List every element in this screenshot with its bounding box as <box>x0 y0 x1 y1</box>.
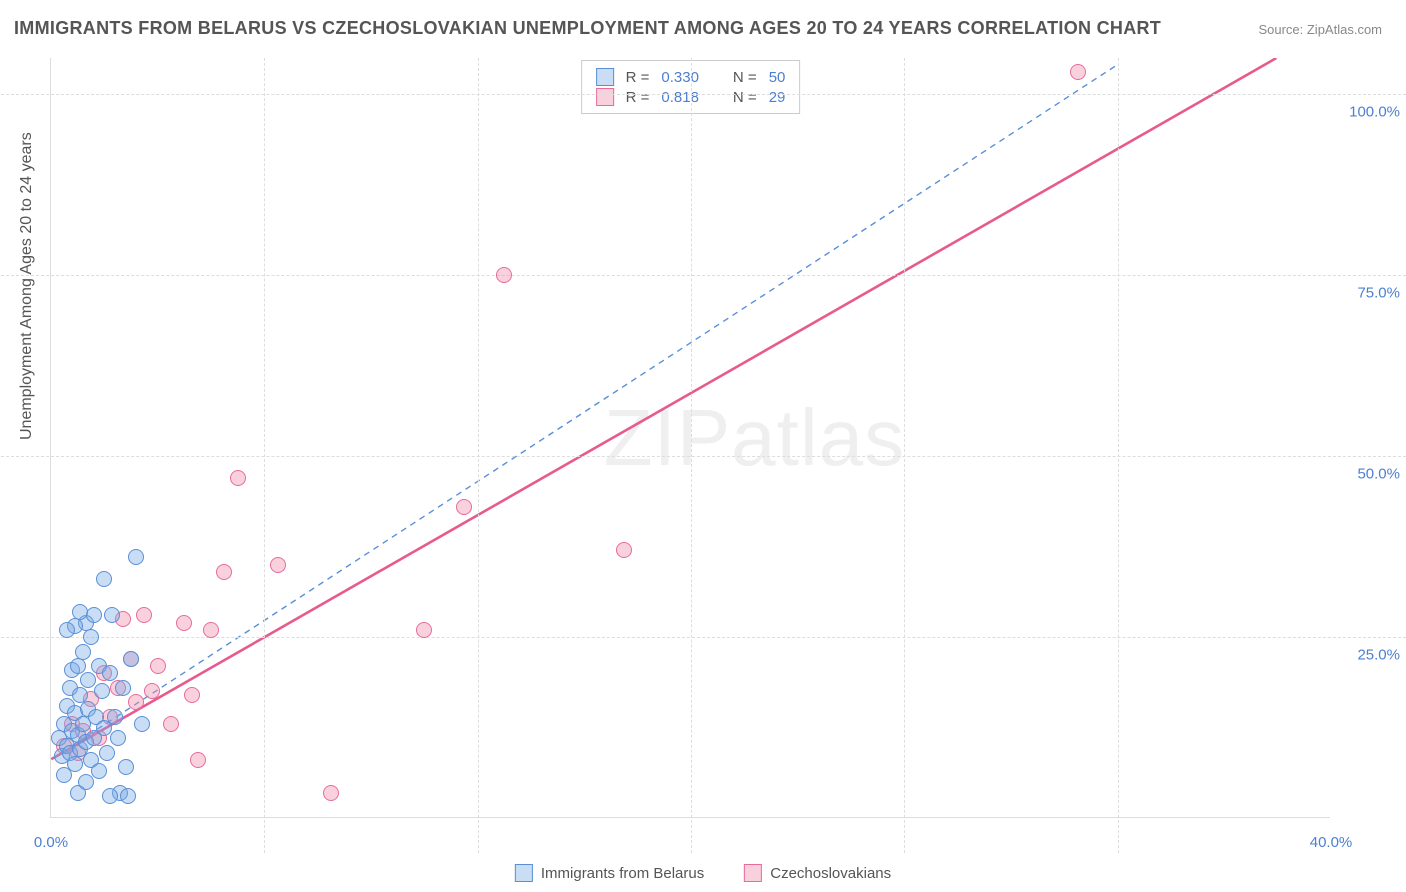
point-czech <box>270 557 286 573</box>
n-label: N = <box>733 89 757 106</box>
r-value-belarus: 0.330 <box>661 69 699 86</box>
swatch-czech <box>744 864 762 882</box>
n-value-czech: 29 <box>769 89 786 106</box>
point-belarus <box>123 651 139 667</box>
point-belarus <box>102 788 118 804</box>
point-belarus <box>110 730 126 746</box>
r-value-czech: 0.818 <box>661 89 699 106</box>
trend-line <box>51 65 1116 759</box>
point-czech <box>216 564 232 580</box>
point-czech <box>150 658 166 674</box>
point-belarus <box>102 665 118 681</box>
swatch-belarus <box>515 864 533 882</box>
legend-label: Immigrants from Belarus <box>541 865 704 882</box>
y-tick-label: 100.0% <box>1349 104 1400 121</box>
gridline-vertical <box>1118 58 1119 853</box>
y-tick-label: 50.0% <box>1357 466 1400 483</box>
point-belarus <box>118 759 134 775</box>
source-attribution: Source: ZipAtlas.com <box>1258 22 1382 37</box>
point-czech <box>496 267 512 283</box>
legend-item-belarus: Immigrants from Belarus <box>515 864 704 882</box>
gridline-vertical <box>478 58 479 853</box>
point-czech <box>616 542 632 558</box>
scatter-plot-area: ZIPatlas R = 0.330 N = 50 R = 0.818 N = … <box>50 58 1330 818</box>
gridline-vertical <box>264 58 265 853</box>
series-legend: Immigrants from Belarus Czechoslovakians <box>515 864 891 882</box>
point-belarus <box>96 571 112 587</box>
trend-line <box>51 58 1276 759</box>
x-tick-label: 40.0% <box>1310 834 1353 851</box>
r-label: R = <box>626 69 650 86</box>
swatch-belarus <box>596 68 614 86</box>
gridline-horizontal <box>1 94 1406 95</box>
chart-title: IMMIGRANTS FROM BELARUS VS CZECHOSLOVAKI… <box>14 18 1161 39</box>
point-belarus <box>72 604 88 620</box>
point-belarus <box>99 745 115 761</box>
gridline-vertical <box>904 58 905 853</box>
point-belarus <box>107 709 123 725</box>
point-czech <box>230 470 246 486</box>
point-czech <box>128 694 144 710</box>
swatch-czech <box>596 88 614 106</box>
gridline-vertical <box>691 58 692 853</box>
point-belarus <box>115 680 131 696</box>
point-czech <box>176 615 192 631</box>
point-belarus <box>70 658 86 674</box>
n-value-belarus: 50 <box>769 69 786 86</box>
point-belarus <box>83 629 99 645</box>
point-belarus <box>75 644 91 660</box>
point-czech <box>1070 64 1086 80</box>
point-czech <box>323 785 339 801</box>
legend-item-czech: Czechoslovakians <box>744 864 891 882</box>
point-czech <box>144 683 160 699</box>
y-tick-label: 25.0% <box>1357 647 1400 664</box>
point-czech <box>163 716 179 732</box>
point-belarus <box>67 756 83 772</box>
x-tick-label: 0.0% <box>34 834 68 851</box>
point-belarus <box>78 774 94 790</box>
gridline-horizontal <box>1 456 1406 457</box>
point-belarus <box>120 788 136 804</box>
watermark: ZIPatlas <box>604 392 905 484</box>
y-tick-label: 75.0% <box>1357 285 1400 302</box>
point-czech <box>203 622 219 638</box>
r-label: R = <box>626 89 650 106</box>
point-belarus <box>59 622 75 638</box>
y-axis-label: Unemployment Among Ages 20 to 24 years <box>18 132 36 440</box>
point-belarus <box>94 683 110 699</box>
legend-label: Czechoslovakians <box>770 865 891 882</box>
point-belarus <box>104 607 120 623</box>
gridline-horizontal <box>1 275 1406 276</box>
point-czech <box>184 687 200 703</box>
point-czech <box>456 499 472 515</box>
point-czech <box>190 752 206 768</box>
point-belarus <box>134 716 150 732</box>
point-belarus <box>91 763 107 779</box>
n-label: N = <box>733 69 757 86</box>
point-czech <box>136 607 152 623</box>
point-belarus <box>128 549 144 565</box>
point-belarus <box>72 687 88 703</box>
point-czech <box>416 622 432 638</box>
